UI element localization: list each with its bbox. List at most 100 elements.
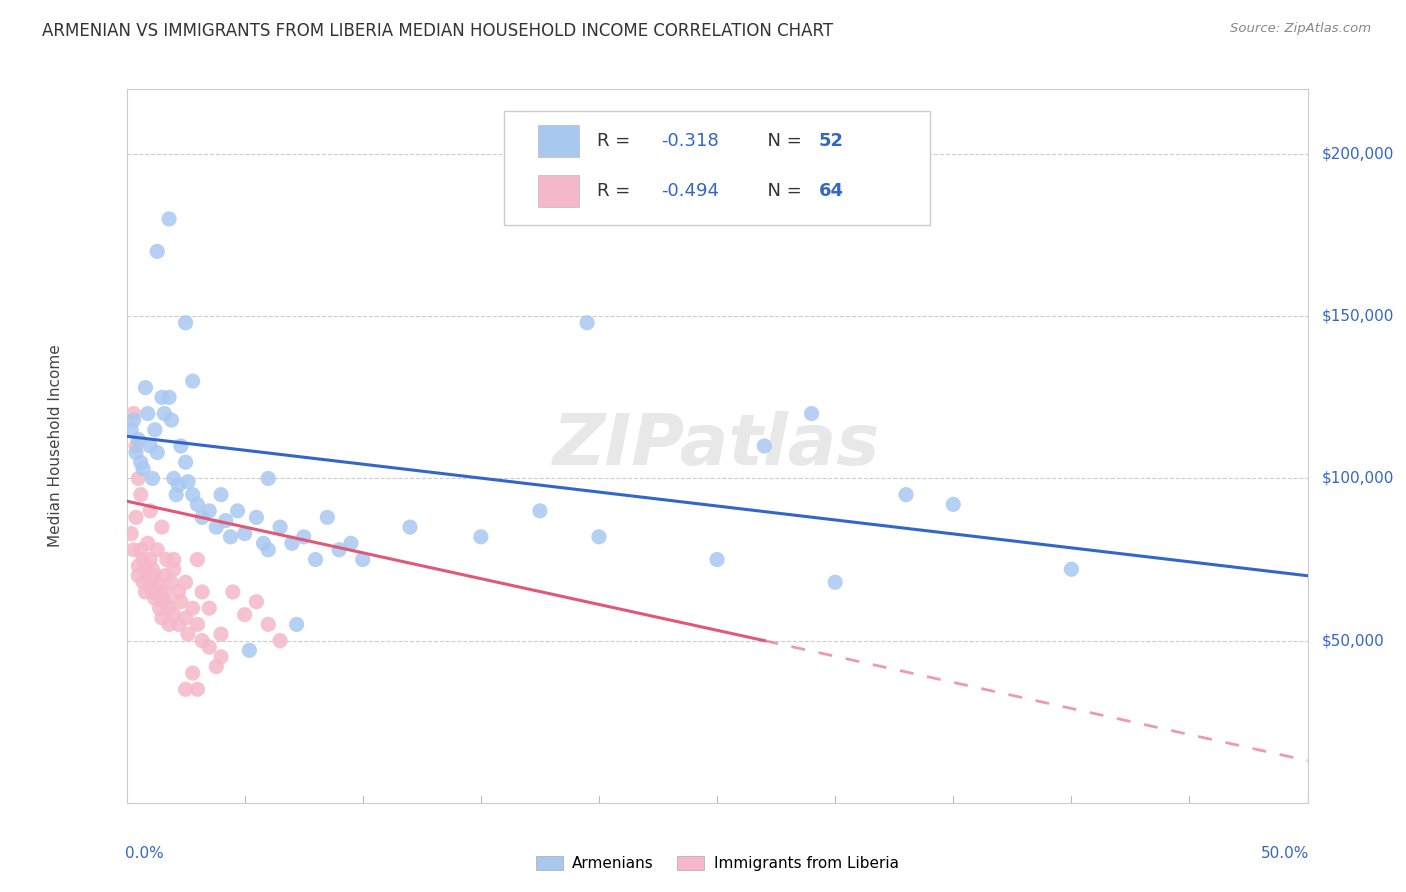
Point [157,211,180,226]
Point [170,439,193,453]
Point [134,559,156,574]
Point [139,439,162,453]
Point [139,552,162,566]
Point [304,552,326,566]
Point [824,575,846,590]
Point [352,552,374,566]
Point [292,530,315,544]
Point [139,575,162,590]
Point [174,316,197,330]
Point [209,649,232,664]
Point [328,542,350,557]
Point [157,601,180,615]
Point [150,390,173,404]
Point [181,488,204,502]
Point [191,510,214,524]
Point [269,633,291,648]
Point [163,562,186,576]
Text: Source: ZipAtlas.com: Source: ZipAtlas.com [1230,22,1371,36]
Point [529,504,551,518]
Point [132,461,155,475]
Point [134,585,156,599]
Point [942,497,965,511]
Point [134,381,156,395]
Point [174,575,197,590]
Text: ARMENIAN VS IMMIGRANTS FROM LIBERIA MEDIAN HOUSEHOLD INCOME CORRELATION CHART: ARMENIAN VS IMMIGRANTS FROM LIBERIA MEDI… [42,22,834,40]
Point [186,617,208,632]
Point [245,510,267,524]
Text: 50.0%: 50.0% [1260,846,1309,861]
Point [167,617,190,632]
Point [156,552,179,566]
Point [576,316,599,330]
Point [198,601,221,615]
Text: $50,000: $50,000 [1322,633,1385,648]
Point [181,374,204,388]
Point [122,413,145,427]
Point [120,526,142,541]
Point [150,520,173,534]
Point [150,595,173,609]
Point [120,423,142,437]
Point [143,423,166,437]
Text: -0.318: -0.318 [662,132,720,150]
Point [174,455,197,469]
Point [125,439,148,453]
FancyBboxPatch shape [537,125,579,157]
Point [181,601,204,615]
Point [754,439,776,453]
Point [122,542,145,557]
Point [1060,562,1083,576]
Point [132,552,155,566]
Point [191,633,214,648]
Text: ZIPatlas: ZIPatlas [554,411,880,481]
Point [399,520,422,534]
Point [153,407,176,421]
Point [215,514,238,528]
Point [316,510,339,524]
Point [156,595,179,609]
Point [233,607,256,622]
Point [139,504,162,518]
Text: R =: R = [596,182,636,200]
Point [167,478,190,492]
Point [153,585,176,599]
Point [125,510,148,524]
Point [127,433,149,447]
Point [143,568,166,582]
Point [129,488,152,502]
Point [219,530,242,544]
Point [129,542,152,557]
Point [136,407,159,421]
Point [800,407,823,421]
Point [143,591,166,606]
Point [160,413,183,427]
Point [252,536,274,550]
Point [894,488,917,502]
Text: -0.494: -0.494 [662,182,720,200]
Point [157,390,180,404]
Text: $200,000: $200,000 [1322,146,1395,161]
Point [165,488,187,502]
Point [160,575,183,590]
Point [233,526,256,541]
Point [181,666,204,681]
Point [186,552,208,566]
Text: N =: N = [756,132,807,150]
Text: R =: R = [596,132,636,150]
Point [177,475,200,489]
Point [141,471,163,485]
Point [198,640,221,654]
Point [706,552,728,566]
Text: 52: 52 [818,132,844,150]
Point [205,520,228,534]
Point [186,497,208,511]
Point [177,627,200,641]
Text: $150,000: $150,000 [1322,309,1395,324]
Point [136,536,159,550]
Point [146,575,169,590]
Point [238,643,260,657]
Point [127,471,149,485]
Point [125,445,148,459]
Point [198,504,221,518]
